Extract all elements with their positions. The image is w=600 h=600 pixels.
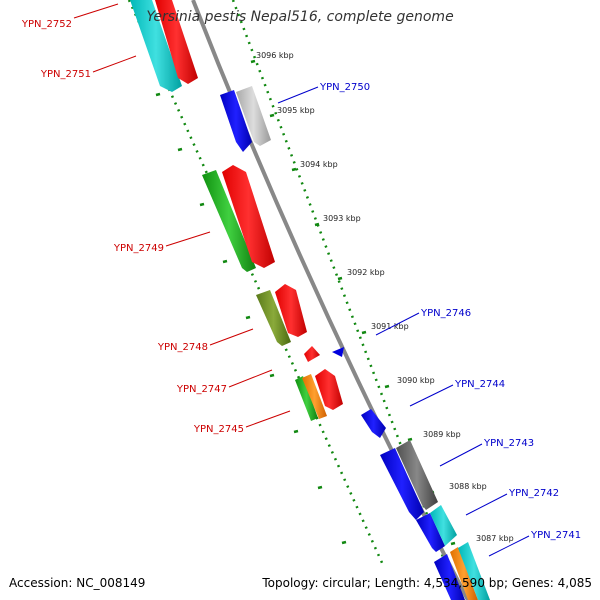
gene-ypn-2750-gene[interactable] [236, 86, 271, 146]
gene-ypn-2744-gene[interactable] [361, 409, 386, 438]
inner-tick-mark [293, 429, 299, 434]
inner-tick-mark [222, 259, 228, 264]
kbp-tick-mark [314, 222, 320, 227]
gene-ypn-2748-cds[interactable] [256, 290, 291, 346]
kbp-label: 3095 kbp [277, 106, 315, 115]
forward-labels: YPN_2752 YPN_2751 YPN_2749 YPN_2748 YPN_… [21, 19, 244, 435]
inner-tick-mark [245, 315, 251, 320]
kbp-label: 3088 kbp [449, 482, 487, 491]
gene-label-ypn-2750[interactable]: YPN_2750 [319, 82, 370, 93]
gene-ypn-2750-cds[interactable] [220, 90, 252, 152]
gene-label-ypn-2746[interactable]: YPN_2746 [420, 308, 471, 319]
kbp-label: 3096 kbp [256, 51, 294, 60]
gene-label-ypn-2748[interactable]: YPN_2748 [157, 342, 208, 353]
gene-label-ypn-2751[interactable]: YPN_2751 [40, 69, 91, 80]
leader-line [439, 443, 483, 467]
inner-tick-mark [155, 92, 161, 97]
gene-label-ypn-2744[interactable]: YPN_2744 [454, 379, 505, 390]
gene-ypn-2746-gene[interactable] [332, 347, 344, 357]
reverse-genes [220, 86, 490, 600]
map-title: Yersinia pestis Nepal516, complete genom… [146, 9, 454, 25]
inner-tick-mark [177, 147, 183, 152]
accession-text: Accession: NC_008149 [9, 576, 146, 590]
gene-label-ypn-2743[interactable]: YPN_2743 [483, 438, 534, 449]
leader-line [228, 369, 273, 388]
kbp-label: 3093 kbp [323, 214, 361, 223]
kbp-label: 3089 kbp [423, 430, 461, 439]
kbp-tick-mark [407, 437, 413, 442]
kbp-tick-mark [337, 276, 343, 281]
gene-label-ypn-2745[interactable]: YPN_2745 [193, 424, 244, 435]
leader-line [245, 410, 291, 428]
gene-ypn-2745-cds[interactable] [295, 376, 318, 421]
topology-text: Topology: circular; Length: 4,534,590 bp… [262, 576, 592, 590]
gene-ypn-2741-cds[interactable] [434, 554, 465, 600]
kbp-tick-mark [384, 384, 390, 389]
gene-ypn-2745-orange[interactable] [302, 374, 327, 419]
leader-line [209, 328, 254, 346]
kbp-tick-mark [361, 330, 367, 335]
gene-ypn-2752-cds[interactable] [130, 0, 182, 92]
leader-line [92, 55, 137, 73]
gene-ypn-2741-gene[interactable] [458, 542, 490, 600]
inner-tick-mark [341, 540, 347, 545]
inner-tick-mark [269, 373, 275, 378]
leader-line [409, 384, 454, 407]
kbp-tick-mark [450, 541, 456, 546]
inner-tick-mark [317, 485, 323, 490]
leader-line [165, 231, 211, 247]
kbp-label: 3087 kbp [476, 534, 514, 543]
inner-tick-mark [199, 202, 205, 207]
gene-ypn-2743-gene[interactable] [396, 440, 438, 510]
kbp-label: 3092 kbp [347, 268, 385, 277]
gene-label-ypn-2742[interactable]: YPN_2742 [508, 488, 559, 499]
genome-backbone [191, 0, 470, 600]
gene-ypn-2745-gene[interactable] [315, 369, 343, 410]
kbp-labels: 3096 kbp 3095 kbp 3094 kbp 3093 kbp 3092… [256, 51, 514, 543]
kbp-tick-mark [269, 113, 275, 118]
leader-line [488, 535, 530, 557]
leader-line [73, 3, 119, 19]
gene-label-ypn-2749[interactable]: YPN_2749 [113, 243, 164, 254]
kbp-label: 3094 kbp [300, 160, 338, 169]
gene-ypn-2743-cds[interactable] [380, 448, 424, 520]
gene-label-ypn-2747[interactable]: YPN_2747 [176, 384, 227, 395]
kbp-tick-mark [250, 59, 256, 64]
reverse-leaders [277, 86, 530, 557]
gene-ypn-2742-cds[interactable] [416, 513, 445, 552]
gene-label-ypn-2741[interactable]: YPN_2741 [530, 530, 581, 541]
forward-genes [130, 0, 343, 421]
gene-ypn-2742-gene[interactable] [430, 505, 457, 546]
leader-line [465, 493, 508, 516]
gene-ypn-2748-gene[interactable] [275, 284, 307, 337]
reverse-labels: YPN_2750 YPN_2746 YPN_2744 YPN_2743 YPN_… [319, 82, 581, 541]
gene-ypn-2741-orange[interactable] [450, 547, 478, 600]
gene-ypn-2747-gene[interactable] [304, 346, 320, 362]
leader-line [375, 312, 420, 336]
kbp-label: 3091 kbp [371, 322, 409, 331]
gene-ypn-2749-gene[interactable] [222, 165, 275, 268]
gene-label-ypn-2752[interactable]: YPN_2752 [21, 19, 72, 30]
gene-ypn-2749-cds[interactable] [202, 170, 256, 272]
forward-leaders [73, 3, 291, 428]
kbp-tick-marks [250, 59, 456, 546]
kbp-tick-mark [291, 167, 297, 172]
inner-tick-marks [155, 92, 347, 545]
leader-line [277, 86, 319, 104]
kbp-label: 3090 kbp [397, 376, 435, 385]
gene-ypn-2751-cds[interactable] [155, 0, 198, 84]
